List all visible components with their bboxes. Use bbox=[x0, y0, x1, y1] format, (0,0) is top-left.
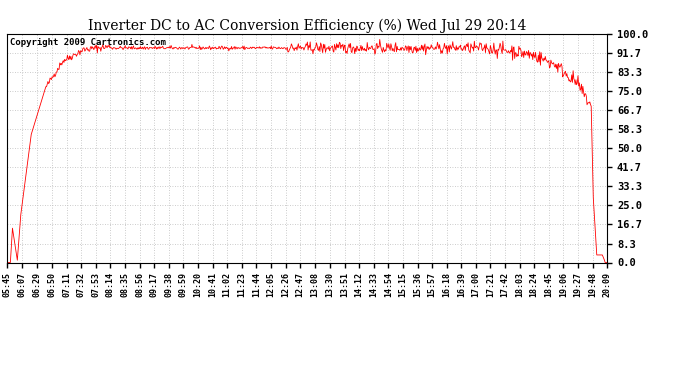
Text: Copyright 2009 Cartronics.com: Copyright 2009 Cartronics.com bbox=[10, 38, 166, 47]
Title: Inverter DC to AC Conversion Efficiency (%) Wed Jul 29 20:14: Inverter DC to AC Conversion Efficiency … bbox=[88, 18, 526, 33]
